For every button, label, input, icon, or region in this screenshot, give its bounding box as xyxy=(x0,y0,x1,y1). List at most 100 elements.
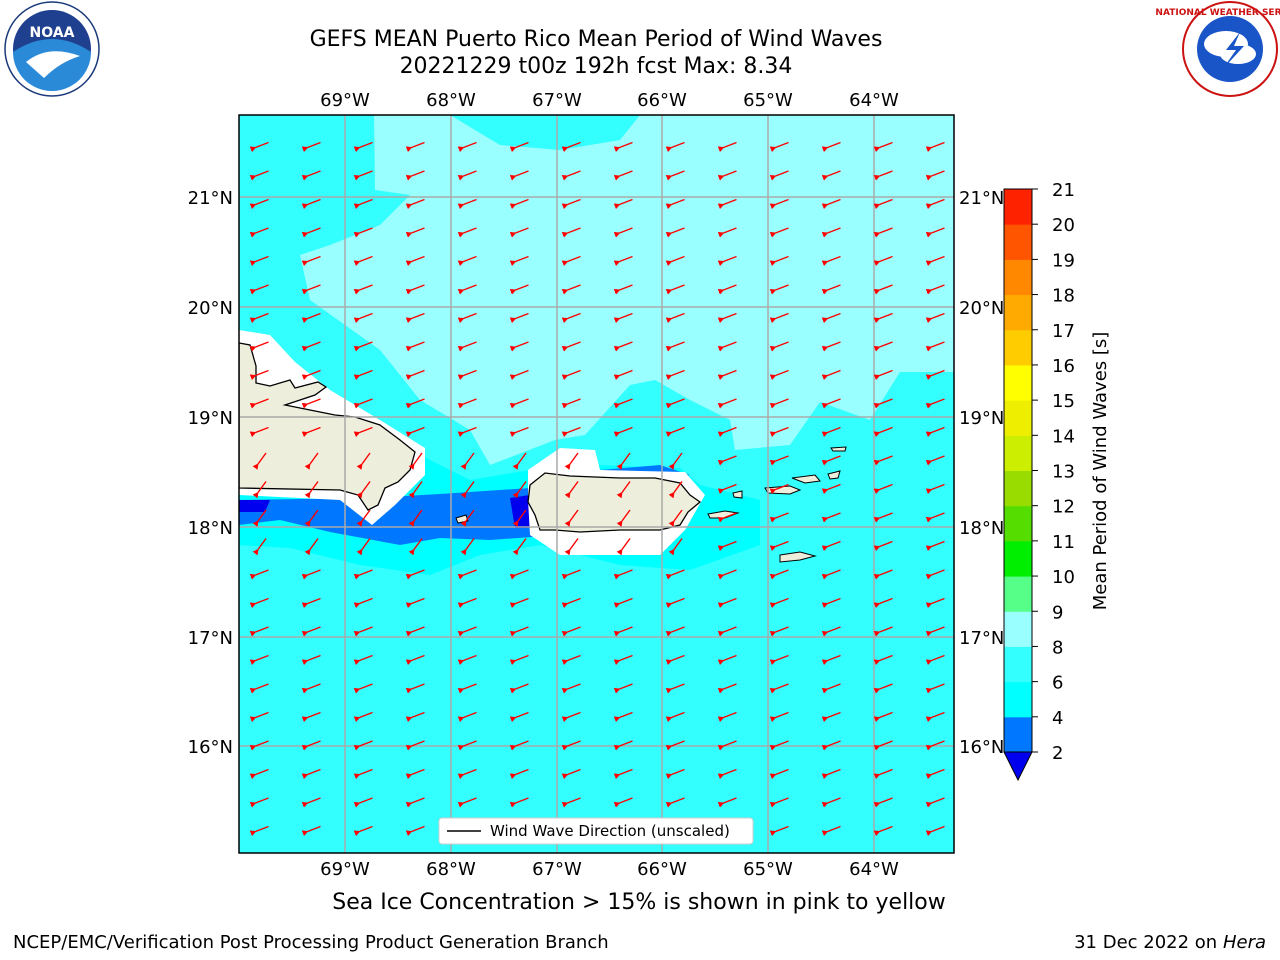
wind-wave-arrow xyxy=(717,341,737,352)
wind-wave-arrow xyxy=(457,141,477,153)
wind-wave-arrow xyxy=(512,481,527,499)
wind-wave-arrow xyxy=(252,538,267,556)
wind-wave-arrow xyxy=(668,481,683,499)
wind-wave-arrow xyxy=(249,740,269,751)
wind-wave-arrow xyxy=(301,711,321,723)
wind-wave-arrow xyxy=(356,509,371,527)
wind-wave-arrow xyxy=(613,797,633,808)
wind-wave-arrow xyxy=(512,538,527,556)
colorbar-tick-label: 20 xyxy=(1052,215,1075,236)
wind-wave-arrow xyxy=(301,626,321,637)
wind-wave-arrow xyxy=(249,683,269,694)
wind-wave-arrow xyxy=(353,768,373,780)
wind-wave-arrow xyxy=(509,654,529,666)
land-st-croix xyxy=(779,551,817,563)
wind-wave-arrow xyxy=(564,481,579,499)
colorbar-swatch xyxy=(1004,576,1032,612)
wind-wave-arrow xyxy=(769,398,789,409)
wind-wave-arrow xyxy=(512,452,527,470)
wind-wave-arrow xyxy=(873,227,893,238)
wind-wave-arrow xyxy=(613,369,633,381)
wind-wave-arrow xyxy=(613,426,633,438)
wind-wave-arrow xyxy=(613,768,633,780)
wind-wave-arrow xyxy=(457,654,477,666)
wind-wave-arrow xyxy=(665,398,685,409)
land-puerto-rico xyxy=(527,472,702,533)
wind-wave-arrow xyxy=(769,141,789,153)
wind-wave-arrow xyxy=(561,255,581,267)
wind-wave-arrow xyxy=(769,569,789,580)
wind-wave-arrow xyxy=(821,255,841,267)
wind-wave-arrow xyxy=(821,569,841,580)
wind-wave-arrow xyxy=(613,626,633,637)
contour-period-under xyxy=(239,500,270,512)
wind-wave-arrow xyxy=(509,141,529,153)
wind-wave-arrow xyxy=(405,284,425,295)
wind-wave-arrow xyxy=(353,426,373,438)
wind-wave-arrow xyxy=(304,452,319,470)
wind-wave-arrow xyxy=(769,540,789,552)
wind-wave-arrow xyxy=(457,170,477,181)
wind-wave-arrow xyxy=(252,452,267,470)
colorbar-tick-label: 19 xyxy=(1052,250,1075,271)
lat-label: 16°N xyxy=(959,737,1004,758)
lat-label: 17°N xyxy=(188,628,233,649)
wind-wave-arrow xyxy=(353,227,373,238)
noaa-logo-text: NOAA xyxy=(30,25,75,41)
colorbar-under-triangle xyxy=(1003,751,1033,782)
wind-wave-arrow xyxy=(769,455,789,466)
wind-wave-arrow xyxy=(925,312,945,324)
wind-wave-arrow xyxy=(353,797,373,808)
wind-wave-arrow xyxy=(509,711,529,723)
lon-label: 65°W xyxy=(743,90,793,111)
wind-wave-arrow xyxy=(821,227,841,238)
wind-wave-arrow xyxy=(457,227,477,238)
wind-wave-arrow xyxy=(353,654,373,666)
credit-date: 31 Dec 2022 on Hera xyxy=(1074,932,1266,953)
wind-wave-arrow xyxy=(509,626,529,637)
wind-wave-arrow xyxy=(668,538,683,556)
wind-wave-arrow xyxy=(561,341,581,352)
chart-subtitle: 20221229 t00z 192h fcst Max: 8.34 xyxy=(399,54,793,79)
wind-wave-arrow xyxy=(561,398,581,409)
colorbar-label: Mean Period of Wind Waves [s] xyxy=(1090,332,1111,611)
colorbar-ticks: 2 4 6 8 9 10 11 12 13 14 15 16 17 18 19 20 21 xyxy=(1032,180,1075,764)
wind-wave-arrow xyxy=(925,255,945,267)
lat-labels-right: 21°N 20°N 19°N 18°N 17°N 16°N xyxy=(959,188,1004,758)
wind-wave-arrow xyxy=(561,198,581,210)
wind-wave-arrow xyxy=(717,597,737,609)
wind-wave-arrow xyxy=(509,768,529,780)
wind-wave-arrow xyxy=(249,255,269,267)
lat-label: 20°N xyxy=(188,298,233,319)
wind-wave-arrow xyxy=(821,654,841,666)
wind-wave-arrow xyxy=(821,740,841,751)
colorbar-tick-label: 10 xyxy=(1052,567,1075,588)
wind-wave-arrow xyxy=(665,626,685,637)
wind-wave-arrow xyxy=(457,626,477,637)
land-anegada xyxy=(827,470,841,480)
wind-wave-arrow xyxy=(769,312,789,324)
wind-wave-arrow xyxy=(304,509,319,527)
wind-wave-arrow xyxy=(301,284,321,295)
wind-wave-arrow xyxy=(925,426,945,438)
wind-wave-direction-arrows xyxy=(249,141,945,837)
wind-wave-arrow xyxy=(249,398,269,409)
wind-wave-arrow xyxy=(717,312,737,324)
colorbar-swatch xyxy=(1004,435,1032,471)
wind-wave-arrow xyxy=(613,740,633,751)
wind-wave-arrow xyxy=(925,198,945,210)
wind-wave-arrow xyxy=(561,711,581,723)
wind-wave-arrow xyxy=(353,312,373,324)
colorbar-swatches xyxy=(1004,189,1032,753)
wind-wave-arrow xyxy=(460,452,475,470)
wind-wave-arrow xyxy=(717,540,737,552)
wind-wave-arrow xyxy=(873,369,893,381)
colorbar-tick-label: 9 xyxy=(1052,602,1063,623)
colorbar-tick-label: 12 xyxy=(1052,497,1075,518)
colorbar-tick-label: 16 xyxy=(1052,356,1075,377)
wind-wave-arrow xyxy=(925,227,945,238)
legend-label: Wind Wave Direction (unscaled) xyxy=(490,822,730,840)
wind-wave-arrow xyxy=(405,768,425,780)
wind-wave-arrow xyxy=(665,198,685,210)
wind-wave-arrow xyxy=(769,512,789,523)
